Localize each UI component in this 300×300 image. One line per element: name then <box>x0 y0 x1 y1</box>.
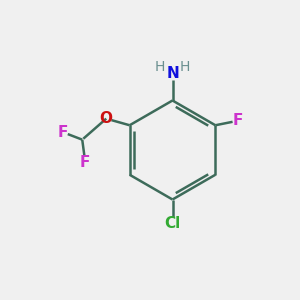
Text: O: O <box>100 111 113 126</box>
Text: H: H <box>155 60 165 74</box>
Text: F: F <box>80 155 90 170</box>
Text: F: F <box>58 125 68 140</box>
Text: Cl: Cl <box>164 216 181 231</box>
Text: F: F <box>233 113 243 128</box>
Text: N: N <box>166 66 179 81</box>
Text: H: H <box>180 60 190 74</box>
